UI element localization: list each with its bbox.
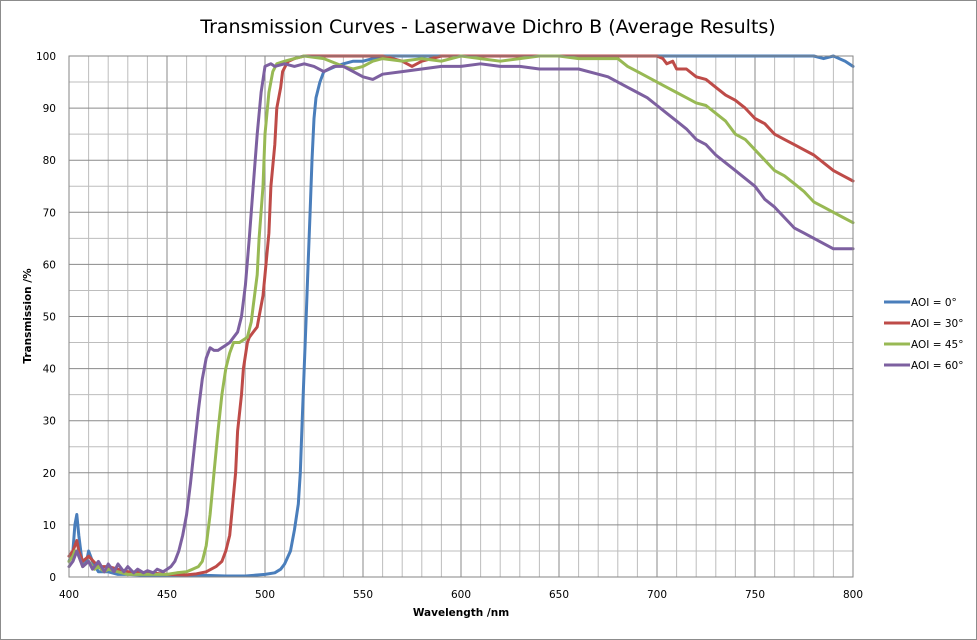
legend-label: AOI = 60° <box>911 360 963 372</box>
legend-label: AOI = 0° <box>911 297 957 309</box>
y-tick-label: 30 <box>43 416 56 428</box>
y-tick-label: 80 <box>43 155 56 167</box>
x-axis-ticks: 400 450 500 550 600 650 700 750 800 <box>59 589 863 601</box>
x-tick-label: 650 <box>549 589 569 601</box>
y-axis-ticks: 0 10 20 30 40 50 60 70 80 90 100 <box>36 51 56 584</box>
y-tick-label: 10 <box>43 520 56 532</box>
legend-item: AOI = 30° <box>884 318 963 330</box>
legend-item: AOI = 60° <box>884 360 963 372</box>
x-tick-label: 400 <box>59 589 79 601</box>
grid <box>69 56 853 577</box>
series-line-2 <box>67 54 855 576</box>
y-tick-label: 90 <box>43 103 56 115</box>
x-tick-label: 600 <box>451 589 471 601</box>
x-tick-label: 800 <box>843 589 863 601</box>
legend-label: AOI = 30° <box>911 318 963 330</box>
legend-item: AOI = 45° <box>884 339 963 351</box>
x-tick-label: 550 <box>353 589 373 601</box>
chart-title: Transmission Curves - Laserwave Dichro B… <box>199 16 775 38</box>
x-tick-label: 500 <box>255 589 275 601</box>
legend-item: AOI = 0° <box>884 297 957 309</box>
series-line-1 <box>67 54 855 577</box>
series-line-3 <box>67 62 855 575</box>
y-axis-label: Transmission /% <box>22 268 34 364</box>
y-tick-label: 60 <box>43 259 56 271</box>
y-tick-label: 20 <box>43 468 56 480</box>
x-tick-label: 450 <box>157 589 177 601</box>
y-tick-label: 0 <box>49 572 56 584</box>
y-tick-label: 70 <box>43 207 56 219</box>
x-tick-label: 700 <box>647 589 667 601</box>
y-tick-label: 50 <box>43 312 56 324</box>
x-axis-label: Wavelength /nm <box>413 607 509 619</box>
y-tick-label: 100 <box>36 51 56 63</box>
x-tick-label: 750 <box>745 589 765 601</box>
plot-area-border <box>68 55 854 578</box>
legend: AOI = 0° AOI = 30° AOI = 45° AOI = 60° <box>884 297 963 372</box>
legend-label: AOI = 45° <box>911 339 963 351</box>
y-tick-label: 40 <box>43 364 56 376</box>
